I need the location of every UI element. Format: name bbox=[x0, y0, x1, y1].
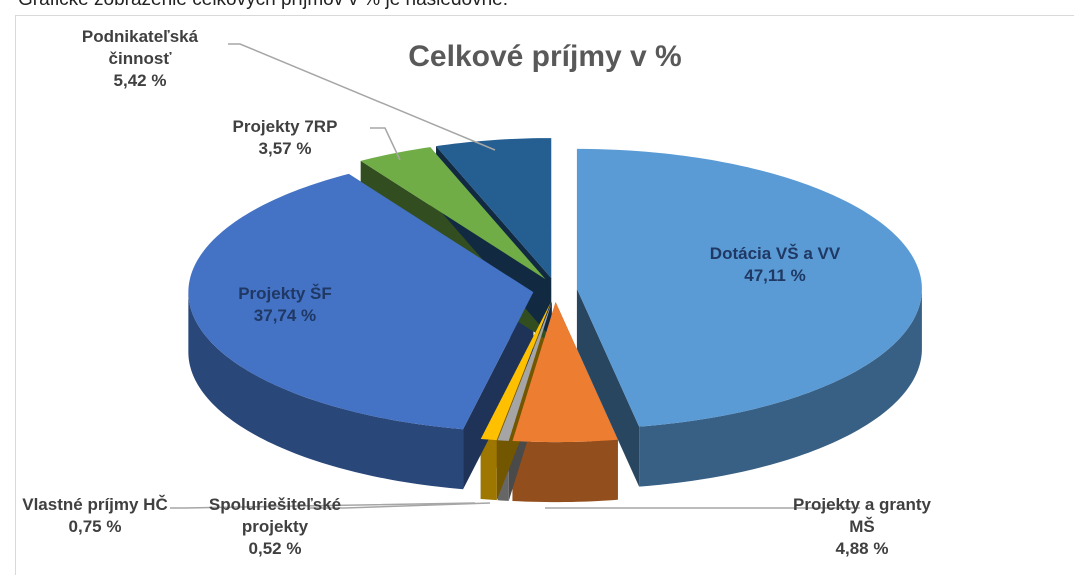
pie-slice bbox=[436, 138, 552, 279]
leader-line bbox=[310, 502, 491, 509]
category-name: Dotácia VŠ a VV bbox=[709, 244, 841, 263]
category-name: Projekty ŠF bbox=[238, 284, 332, 303]
leader-line bbox=[170, 502, 476, 509]
slice-side bbox=[188, 292, 464, 490]
chart-title: Celkové príjmy v % bbox=[408, 40, 682, 73]
data-label: Spoluriešiteľské projekty 0,52 % bbox=[180, 494, 370, 560]
chart-frame bbox=[15, 15, 1074, 575]
slice-side bbox=[480, 438, 497, 501]
pie-slice bbox=[512, 302, 618, 443]
pie-slice bbox=[480, 301, 552, 441]
slice-cut-face bbox=[463, 292, 534, 490]
pie-slice bbox=[188, 173, 534, 430]
data-label: Vlastné príjmy HČ 0,75 % bbox=[20, 494, 170, 538]
slice-cut-face bbox=[576, 288, 640, 487]
value-label: 4,88 % bbox=[835, 539, 889, 558]
value-label: 37,74 % bbox=[253, 306, 317, 325]
intro-text: Grafické zobrazenie celkových príjmov v … bbox=[18, 0, 508, 11]
value-label: 47,11 % bbox=[744, 266, 806, 285]
leader-lines bbox=[170, 43, 860, 509]
category-name: Projekty a granty MŠ bbox=[793, 495, 931, 536]
category-name: Projekty 7RP bbox=[232, 117, 338, 136]
data-label: Projekty ŠF 37,74 % bbox=[185, 283, 385, 327]
value-label: 0,52 % bbox=[248, 539, 302, 558]
data-label: Projekty a granty MŠ 4,88 % bbox=[787, 494, 937, 560]
pie-slice bbox=[576, 148, 922, 427]
value-label: 5,42 % bbox=[113, 71, 167, 90]
data-label: Projekty 7RP 3,57 % bbox=[200, 116, 370, 160]
category-name: Podnikateľská činnosť bbox=[81, 27, 199, 68]
leader-line bbox=[228, 43, 496, 151]
data-label: Dotácia VŠ a VV 47,11 % bbox=[665, 243, 885, 287]
category-name: Spoluriešiteľské projekty bbox=[208, 495, 342, 536]
value-label: 0,75 % bbox=[68, 517, 122, 536]
leader-line bbox=[370, 127, 401, 161]
category-name: Vlastné príjmy HČ bbox=[22, 495, 168, 514]
slice-side bbox=[512, 439, 618, 503]
data-label: Podnikateľská činnosť 5,42 % bbox=[65, 26, 215, 92]
slice-side bbox=[639, 288, 922, 487]
value-label: 3,57 % bbox=[258, 139, 312, 158]
pie-slice bbox=[497, 301, 552, 441]
pie-slice bbox=[360, 147, 546, 280]
